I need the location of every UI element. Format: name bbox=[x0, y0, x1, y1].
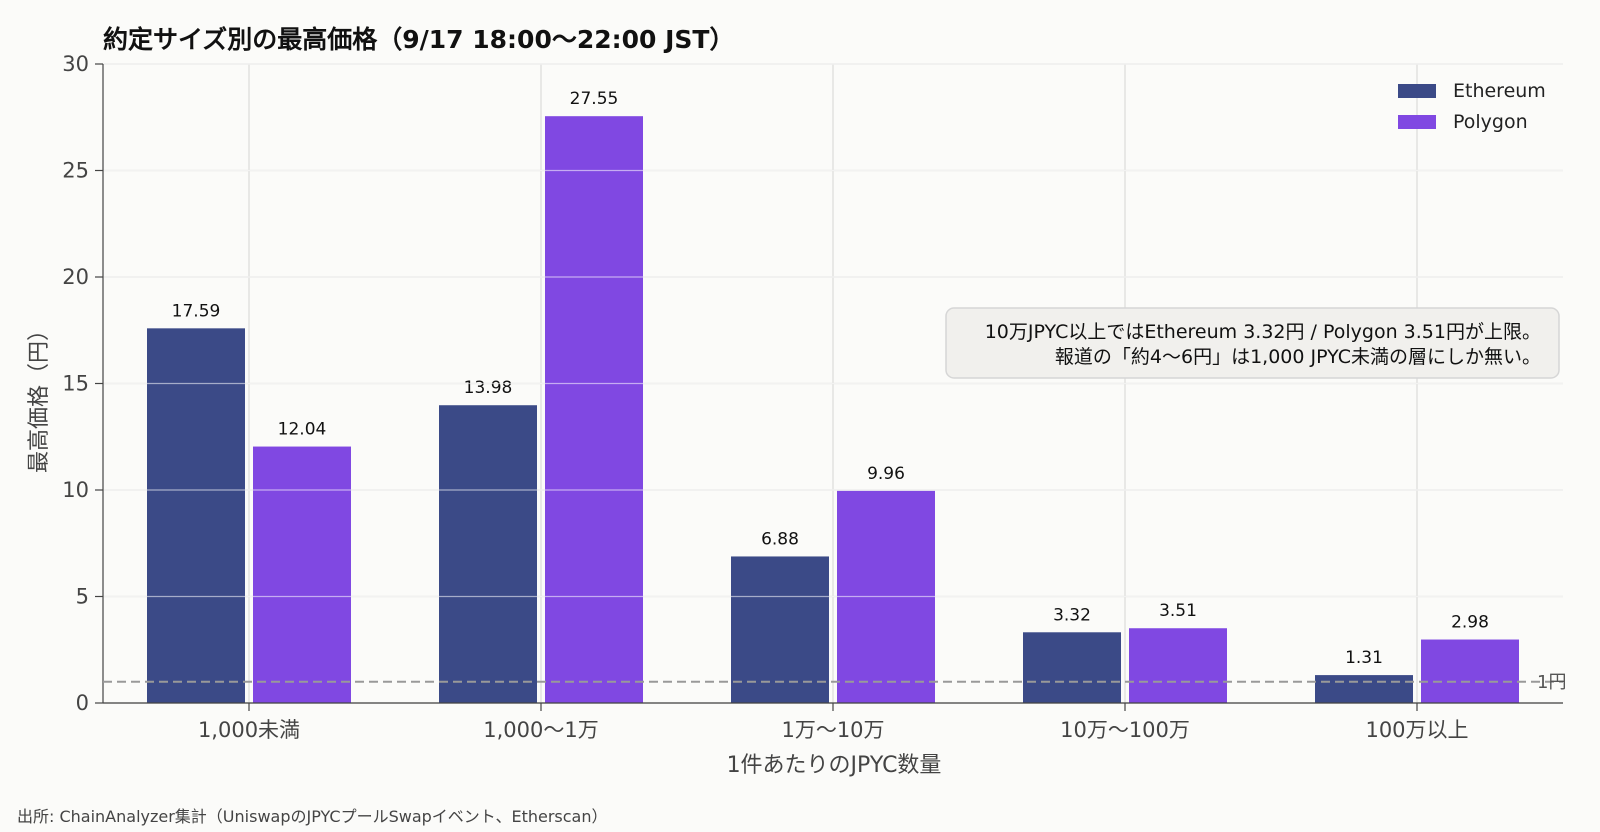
reference-line-label: 1円 bbox=[1537, 672, 1566, 693]
legend-swatch-ethereum bbox=[1398, 84, 1436, 98]
annotation-background bbox=[945, 307, 1560, 379]
x-tick-label: 10万〜100万 bbox=[1060, 718, 1190, 742]
bar-value-label: 1.31 bbox=[1345, 648, 1383, 668]
bar-ethereum bbox=[1023, 632, 1121, 703]
bar-polygon bbox=[1421, 639, 1519, 703]
bar-polygon bbox=[253, 446, 351, 703]
bar-ethereum bbox=[1315, 675, 1413, 703]
x-tick-label: 1,000〜1万 bbox=[483, 718, 598, 742]
y-tick-label: 30 bbox=[62, 52, 89, 76]
axes: 0 5 10 15 20 25 30 1,000未満 1,000〜1万 1万〜10万 10万〜100… bbox=[62, 52, 1563, 742]
legend: Ethereum Polygon bbox=[1398, 80, 1546, 133]
annotation-line-1: 10万JPYC以上ではEthereum 3.32円 / Polygon 3.51… bbox=[985, 321, 1541, 343]
bar-value-label: 6.88 bbox=[761, 529, 799, 549]
legend-label-polygon: Polygon bbox=[1453, 111, 1528, 133]
x-axis-label: 1件あたりのJPYC数量 bbox=[727, 753, 942, 778]
chart-title: 約定サイズ別の最高価格（9/17 18:00〜22:00 JST） bbox=[103, 25, 735, 54]
legend-swatch-polygon bbox=[1398, 115, 1436, 129]
bar-polygon bbox=[545, 116, 643, 703]
y-tick-label: 20 bbox=[62, 265, 89, 289]
x-tick-label: 100万以上 bbox=[1365, 718, 1468, 742]
legend-label-ethereum: Ethereum bbox=[1453, 80, 1546, 102]
bar-polygon bbox=[1129, 628, 1227, 703]
bars: 17.59 13.98 6.88 3.32 1.31 12.04 27.55 9.96 3.51… bbox=[103, 63, 1563, 703]
bar-value-label: 3.51 bbox=[1159, 601, 1197, 621]
bar-value-label: 13.98 bbox=[464, 378, 513, 398]
bar-value-label: 12.04 bbox=[278, 420, 327, 440]
y-tick-label: 15 bbox=[62, 372, 89, 396]
bar-ethereum bbox=[731, 556, 829, 703]
bar-value-label: 3.32 bbox=[1053, 605, 1091, 625]
bar-ethereum bbox=[439, 405, 537, 703]
y-tick-label: 5 bbox=[76, 585, 89, 609]
bar-value-label: 27.55 bbox=[570, 89, 619, 109]
bar-value-label: 9.96 bbox=[867, 464, 905, 484]
source-note: 出所: ChainAnalyzer集計（UniswapのJPYCプールSwapイ… bbox=[17, 807, 607, 826]
bar-value-label: 2.98 bbox=[1451, 613, 1489, 633]
y-tick-label: 10 bbox=[62, 478, 89, 502]
annotation-line-2: 報道の「約4〜6円」は1,000 JPYC未満の層にしか無い。 bbox=[1055, 346, 1541, 368]
y-tick-label: 25 bbox=[62, 159, 89, 183]
x-tick-label: 1万〜10万 bbox=[781, 718, 884, 742]
annotation-box: 10万JPYC以上ではEthereum 3.32円 / Polygon 3.51… bbox=[945, 307, 1560, 379]
bar-ethereum bbox=[147, 328, 245, 703]
bar-value-label: 17.59 bbox=[172, 301, 221, 321]
x-tick-label: 1,000未満 bbox=[198, 718, 300, 742]
y-axis-label: 最高価格（円） bbox=[27, 319, 52, 473]
y-tick-label: 0 bbox=[76, 691, 89, 715]
